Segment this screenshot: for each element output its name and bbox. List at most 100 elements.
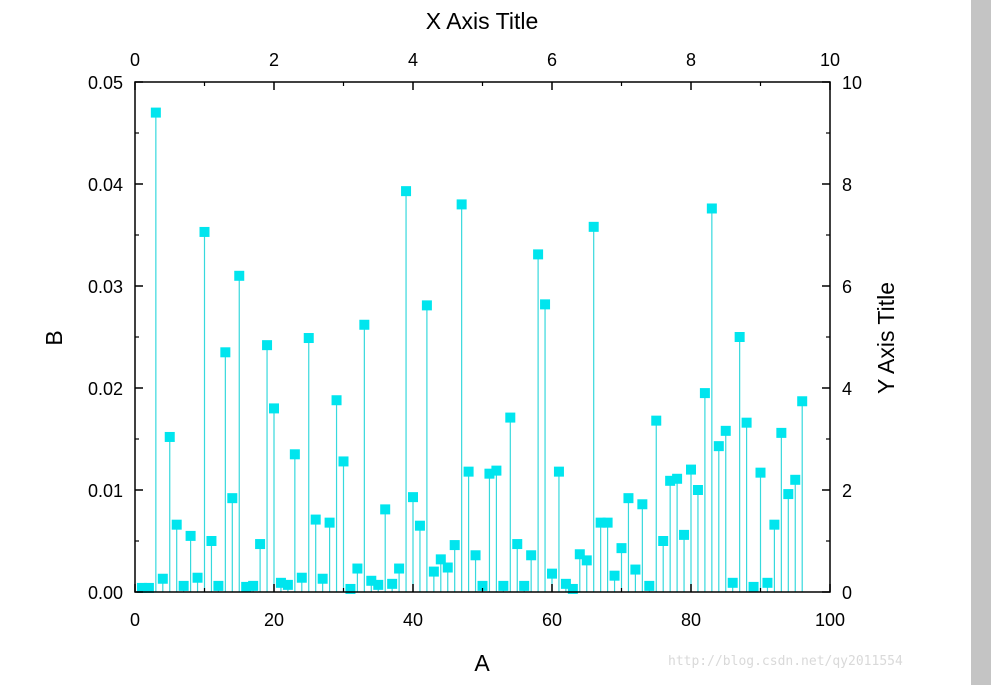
data-point-marker (588, 221, 599, 232)
data-point-marker (630, 564, 641, 575)
data-point-marker (720, 425, 731, 436)
data-point-marker (192, 572, 203, 583)
data-point-marker (234, 270, 245, 281)
left-tick-label: 0.03 (88, 277, 123, 297)
bottom-axis-title: A (474, 650, 490, 676)
data-point-marker (658, 536, 669, 546)
left-tick-label: 0.04 (88, 175, 123, 195)
right-tick-label: 6 (842, 277, 852, 297)
data-point-marker (651, 415, 662, 426)
data-point-marker (644, 580, 655, 591)
data-point-marker (734, 332, 745, 342)
data-point-marker (394, 563, 405, 574)
data-point-marker (331, 395, 342, 406)
data-point-marker (449, 540, 460, 551)
data-point-marker (540, 299, 551, 310)
data-point-marker (408, 492, 418, 503)
data-point-marker (692, 485, 703, 495)
data-point-marker (414, 520, 425, 531)
data-point-marker (150, 107, 161, 118)
bottom-tick-label: 20 (264, 610, 284, 630)
data-point-marker (762, 577, 773, 588)
data-point-marker (366, 575, 377, 586)
bottom-tick-label: 80 (681, 610, 701, 630)
left-axis-title: B (41, 330, 67, 345)
chart-svg: 0 0 20 2 40 4 60 6 80 8 100 10 0.00 0 0.01 2 0.02 4 0.03 6 0… (41, 8, 899, 676)
data-point-marker (262, 340, 273, 351)
data-point-marker (421, 300, 432, 311)
data-point-marker (345, 583, 356, 594)
data-point-marker (136, 582, 147, 593)
data-point-marker (248, 580, 259, 591)
data-point-marker (574, 549, 585, 560)
top-tick-label: 4 (408, 50, 418, 70)
data-point-marker (380, 504, 391, 515)
data-point-marker (699, 388, 710, 399)
data-point-marker (296, 572, 307, 583)
data-point-marker (470, 550, 481, 561)
right-tick-label: 10 (842, 73, 862, 93)
data-point-marker (505, 412, 516, 423)
data-point-marker (463, 466, 474, 477)
data-point-marker (519, 580, 530, 591)
bottom-tick-label: 40 (403, 610, 423, 630)
data-point-marker (352, 563, 363, 574)
data-point-marker (324, 517, 335, 528)
data-point-marker (442, 562, 453, 573)
data-point-marker (748, 581, 759, 592)
top-tick-label: 2 (269, 50, 279, 70)
data-point-marker (665, 475, 676, 486)
data-point-marker (526, 550, 537, 561)
data-point-marker (387, 578, 398, 589)
data-point-marker (143, 582, 154, 593)
data-point-marker (338, 456, 349, 467)
data-point-marker (790, 474, 801, 485)
data-point-marker (567, 583, 578, 594)
data-point-marker (616, 543, 627, 554)
bottom-tick-label: 60 (542, 610, 562, 630)
right-tick-label: 2 (842, 481, 852, 501)
right-tick-label: 8 (842, 175, 852, 195)
right-tick-label: 4 (842, 379, 852, 399)
data-point-marker (185, 530, 196, 541)
data-point-marker (255, 539, 266, 550)
data-point-marker (303, 333, 314, 344)
data-point-marker (213, 580, 224, 591)
data-point-marker (637, 499, 648, 510)
data-point-marker (310, 514, 321, 525)
data-point-marker (456, 199, 467, 210)
top-tick-label: 6 (547, 50, 557, 70)
left-tick-label: 0.02 (88, 379, 123, 399)
data-point-marker (289, 449, 300, 460)
data-point-marker (373, 579, 384, 590)
data-point-marker (797, 396, 808, 407)
data-point-marker (547, 568, 557, 579)
data-point-marker (672, 473, 683, 484)
watermark-text: http://blog.csdn.net/qy2011554 (668, 654, 903, 669)
data-point-marker (491, 465, 502, 476)
scrollbar-strip[interactable] (971, 0, 991, 685)
data-point-marker (199, 226, 210, 237)
data-point-marker (275, 577, 286, 588)
data-point-marker (783, 489, 794, 500)
top-tick-label: 10 (820, 50, 840, 70)
data-point-marker (581, 555, 592, 566)
data-point-marker (623, 493, 634, 504)
left-tick-label: 0.05 (88, 73, 123, 93)
chart-axes: 0 0 20 2 40 4 60 6 80 8 100 10 0.00 0 0.01 2 0.02 4 0.03 6 0… (88, 50, 862, 630)
data-point-marker (317, 573, 328, 584)
right-axis-title: Y Axis Title (873, 282, 899, 394)
data-point-marker (706, 203, 717, 214)
data-point-marker (727, 577, 738, 588)
data-point-marker (282, 579, 293, 590)
data-point-marker (595, 517, 606, 528)
data-point-marker (686, 464, 696, 475)
data-point-marker (157, 573, 168, 584)
data-point-marker (164, 431, 175, 442)
data-point-marker (178, 580, 189, 591)
left-tick-label: 0.00 (88, 583, 123, 603)
data-point-marker (769, 519, 780, 530)
top-tick-label: 0 (130, 50, 140, 70)
data-point-marker (206, 536, 217, 546)
data-point-marker (679, 529, 690, 540)
